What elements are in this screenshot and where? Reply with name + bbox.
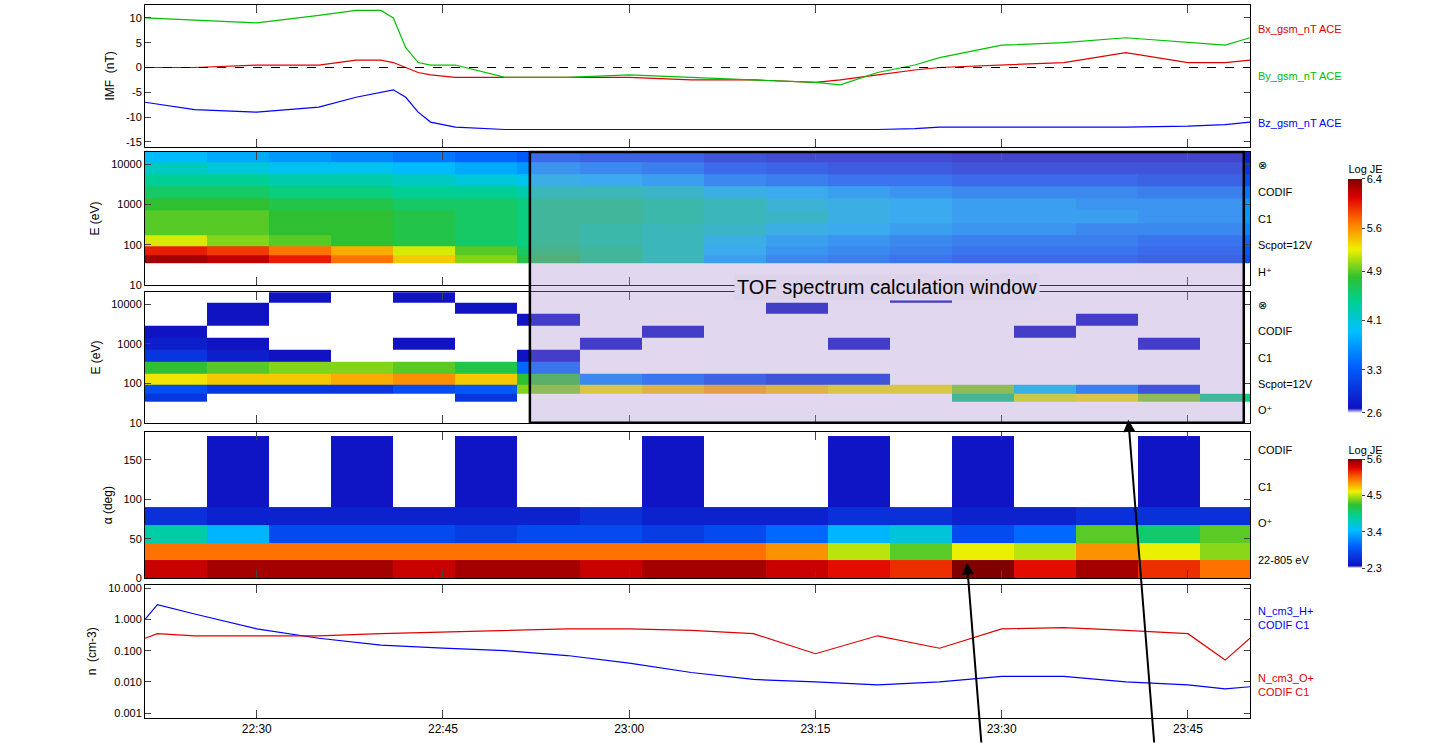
svg-text:O⁺: O⁺ — [1258, 404, 1273, 416]
svg-text:Scpot=12V: Scpot=12V — [1258, 239, 1313, 251]
svg-text:23:15: 23:15 — [800, 722, 830, 736]
svg-text:23:45: 23:45 — [1173, 722, 1203, 736]
svg-text:10: 10 — [130, 12, 142, 24]
svg-text:100: 100 — [123, 493, 141, 505]
svg-text:0: 0 — [136, 572, 142, 584]
svg-text:-5: -5 — [132, 86, 142, 98]
svg-text:CODIF: CODIF — [1258, 325, 1293, 337]
svg-text:Bx_gsm_nT ACE: Bx_gsm_nT ACE — [1258, 23, 1342, 35]
svg-text:10: 10 — [130, 417, 142, 429]
svg-text:Bz_gsm_nT ACE: Bz_gsm_nT ACE — [1258, 117, 1342, 129]
svg-text:22:45: 22:45 — [428, 722, 458, 736]
svg-text:N_cm3_O+CODIF C1: N_cm3_O+CODIF C1 — [1258, 672, 1314, 698]
svg-text:CODIF: CODIF — [1258, 186, 1293, 198]
svg-text:H⁺: H⁺ — [1258, 266, 1272, 278]
svg-text:50: 50 — [130, 533, 142, 545]
svg-text:4.1: 4.1 — [1367, 314, 1382, 326]
svg-text:-10: -10 — [126, 111, 142, 123]
svg-text:150: 150 — [123, 454, 141, 466]
svg-text:C1: C1 — [1258, 352, 1272, 364]
svg-text:2.3: 2.3 — [1367, 562, 1382, 574]
svg-text:22-805 eV: 22-805 eV — [1258, 554, 1309, 566]
svg-text:Log JE: Log JE — [1348, 163, 1382, 175]
svg-text:C1: C1 — [1258, 481, 1272, 493]
svg-text:IMF (nT): IMF (nT) — [103, 51, 117, 100]
svg-text:5.6: 5.6 — [1367, 453, 1382, 465]
svg-text:23:00: 23:00 — [614, 722, 644, 736]
svg-text:0.010: 0.010 — [114, 676, 142, 688]
svg-text:3.4: 3.4 — [1367, 526, 1382, 538]
svg-text:10.000: 10.000 — [108, 582, 142, 594]
svg-text:-15: -15 — [126, 136, 142, 148]
svg-text:⊗: ⊗ — [1258, 299, 1267, 311]
svg-text:N_cm3_H+CODIF C1: N_cm3_H+CODIF C1 — [1258, 605, 1313, 631]
svg-text:100: 100 — [123, 377, 141, 389]
svg-text:5.6: 5.6 — [1367, 222, 1382, 234]
svg-text:By_gsm_nT ACE: By_gsm_nT ACE — [1258, 70, 1342, 82]
svg-text:CODIF: CODIF — [1258, 444, 1293, 456]
svg-text:α (deg): α (deg) — [101, 486, 115, 524]
svg-text:5: 5 — [136, 37, 142, 49]
svg-text:6.4: 6.4 — [1367, 173, 1382, 185]
svg-text:100: 100 — [123, 239, 141, 251]
svg-text:Log JE: Log JE — [1348, 444, 1382, 456]
svg-text:Scpot=12V: Scpot=12V — [1258, 378, 1313, 390]
svg-text:E (eV): E (eV) — [89, 202, 103, 236]
svg-text:E (eV): E (eV) — [89, 341, 103, 375]
svg-text:0.001: 0.001 — [114, 707, 142, 719]
svg-text:1000: 1000 — [117, 198, 141, 210]
svg-text:22:30: 22:30 — [242, 722, 272, 736]
svg-text:4.5: 4.5 — [1367, 489, 1382, 501]
svg-text:TOF spectrum calculation windo: TOF spectrum calculation window — [737, 276, 1037, 298]
svg-text:4.9: 4.9 — [1367, 265, 1382, 277]
svg-text:C1: C1 — [1258, 213, 1272, 225]
svg-text:⊗: ⊗ — [1258, 159, 1267, 171]
svg-text:0: 0 — [136, 61, 142, 73]
svg-text:10000: 10000 — [111, 158, 142, 170]
svg-text:O⁺: O⁺ — [1258, 517, 1273, 529]
svg-text:n (cm-3): n (cm-3) — [85, 627, 99, 675]
svg-text:23:30: 23:30 — [987, 722, 1017, 736]
svg-text:3.3: 3.3 — [1367, 364, 1382, 376]
svg-text:1.000: 1.000 — [114, 613, 142, 625]
svg-text:0.100: 0.100 — [114, 645, 142, 657]
svg-text:10: 10 — [130, 279, 142, 291]
svg-text:10000: 10000 — [111, 298, 142, 310]
svg-text:2.6: 2.6 — [1367, 407, 1382, 419]
svg-text:1000: 1000 — [117, 338, 141, 350]
